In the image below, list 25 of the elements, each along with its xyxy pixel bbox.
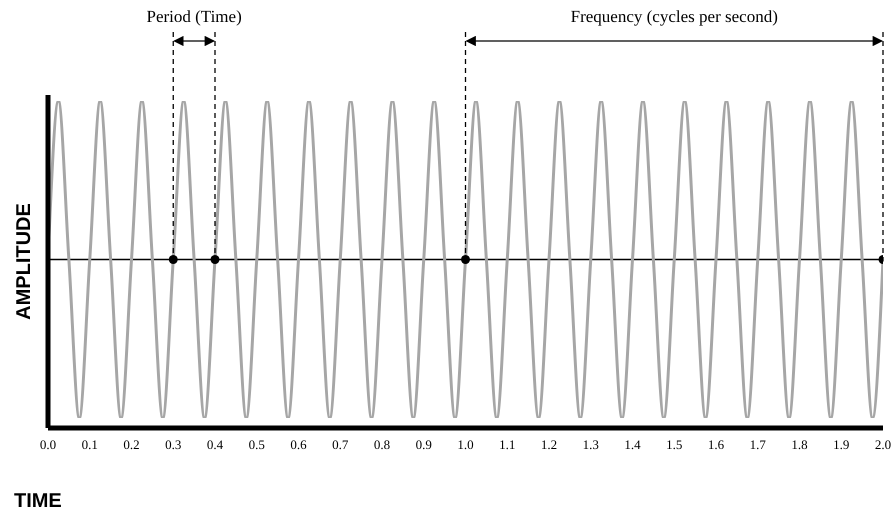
- x-tick-label: 0.3: [165, 437, 182, 452]
- x-tick-label: 0.9: [416, 437, 432, 452]
- x-tick-label: 0.6: [290, 437, 308, 452]
- x-tick-label: 1.3: [582, 437, 599, 452]
- x-tick-label: 0.7: [332, 437, 349, 452]
- text: Frequency (cycles per second): [570, 7, 778, 26]
- x-tick-label: 1.2: [540, 437, 558, 452]
- x-tick-label: 0.8: [374, 437, 390, 452]
- x-tick-label: 1.1: [499, 437, 516, 452]
- x-tick-label: 1.7: [750, 437, 766, 452]
- x-tick-label: 0.0: [40, 437, 56, 452]
- x-tick-label: 0.5: [248, 437, 265, 452]
- x-tick-label: 1.6: [708, 437, 725, 452]
- x-tick-label: 1.0: [457, 437, 474, 452]
- x-tick-label: 2.0: [874, 437, 892, 452]
- x-tick-label: 1.9: [833, 437, 850, 452]
- x-tick-label: 1.4: [624, 437, 642, 452]
- x-tick-label: 1.8: [791, 437, 808, 452]
- x-axis-title: TIME: [14, 490, 62, 512]
- x-tick-label: 0.4: [206, 437, 224, 452]
- x-tick-label: 1.5: [666, 437, 682, 452]
- x-tick-label: 0.2: [123, 437, 140, 452]
- y-axis-title: AMPLITUDE: [13, 203, 35, 320]
- text: Period (Time): [146, 7, 242, 26]
- x-tick-label: 0.1: [82, 437, 98, 452]
